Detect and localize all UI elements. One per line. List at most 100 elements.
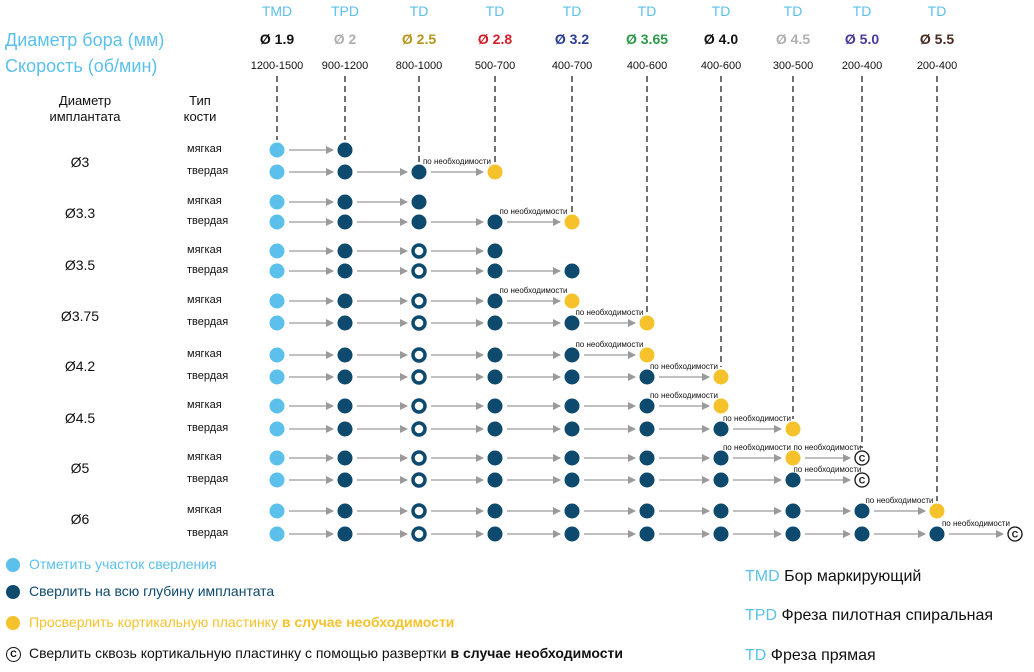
full-depth-dot <box>639 398 655 414</box>
mark-site-dot <box>269 526 285 542</box>
full-depth-dot <box>639 503 655 519</box>
cortical-optional-dot <box>564 214 580 230</box>
mark-site-dot <box>269 347 285 363</box>
bone-type-soft: мягкая <box>187 294 222 306</box>
abbreviation-desc: Фреза пилотная спиральная <box>781 607 994 624</box>
full-depth-dot <box>337 472 353 488</box>
abbreviation-desc: Фреза прямая <box>770 647 876 664</box>
legend-item: Сверлить сквозь кортикальную пластинку с… <box>29 645 623 661</box>
full-depth-dot <box>487 472 503 488</box>
drill-speed: 200-400 <box>841 60 883 72</box>
bone-type-hard: твердая <box>187 527 229 539</box>
full-depth-dot <box>337 293 353 309</box>
full-depth-dot <box>785 472 801 488</box>
bone-type-soft: мягкая <box>187 244 222 256</box>
full-depth-ring <box>411 472 427 488</box>
full-depth-dot <box>337 421 353 437</box>
mark-site-dot <box>269 194 285 210</box>
legend-item: Просверлить кортикальную пластинку в слу… <box>29 614 454 630</box>
drill-type-code: TD <box>711 3 731 19</box>
full-depth-dot <box>854 503 870 519</box>
full-depth-dot <box>564 315 580 331</box>
cortical-optional-dot <box>564 293 580 309</box>
full-depth-dot <box>487 398 503 414</box>
bone-type-soft: мягкая <box>187 195 222 207</box>
full-depth-dot <box>487 293 503 309</box>
drill-speed: 900-1200 <box>321 60 369 72</box>
dark-dot-icon <box>6 585 20 599</box>
drill-speed: 400-700 <box>551 60 593 72</box>
optional-note: по необходимости <box>793 465 862 474</box>
drill-speed: 300-500 <box>772 60 814 72</box>
abbreviation-item: TD Фреза прямая <box>745 647 876 665</box>
legend-item: Сверлить на всю глубину имплантата <box>29 583 274 599</box>
full-depth-dot <box>487 243 503 259</box>
full-depth-dot <box>337 142 353 158</box>
implant-diameter: Ø4.5 <box>64 410 96 426</box>
optional-note: по необходимости <box>575 340 644 349</box>
drill-type-code: TD <box>409 3 429 19</box>
drill-speed: 200-400 <box>916 60 958 72</box>
mark-site-dot <box>269 142 285 158</box>
bone-type-hard: твердая <box>187 264 229 276</box>
drill-type-code: TD <box>927 3 947 19</box>
full-depth-dot <box>337 347 353 363</box>
drill-speed: 1200-1500 <box>250 60 304 72</box>
legend-text: Отметить участок сверления <box>29 556 217 572</box>
full-depth-dot <box>337 164 353 180</box>
reamer-c-icon: C <box>854 472 870 488</box>
drill-diameter: Ø 5.5 <box>919 31 955 47</box>
full-depth-ring <box>411 450 427 466</box>
drill-speed: 400-600 <box>700 60 742 72</box>
mark-site-dot <box>269 293 285 309</box>
drill-diameter: Ø 4.5 <box>775 31 811 47</box>
drill-diameter-row-label: Диаметр бора (мм) <box>5 30 165 50</box>
full-depth-ring <box>411 315 427 331</box>
full-depth-dot <box>564 450 580 466</box>
optional-note: по необходимости <box>649 391 719 400</box>
legend-text: Сверлить на всю глубину имплантата <box>29 583 275 599</box>
implant-diameter: Ø5 <box>70 460 90 476</box>
full-depth-dot <box>854 526 870 542</box>
implant-diameter: Ø3.5 <box>64 257 96 273</box>
full-depth-dot <box>337 450 353 466</box>
full-depth-dot <box>487 315 503 331</box>
full-depth-dot <box>487 503 503 519</box>
bone-type-hard: твердая <box>187 316 229 328</box>
optional-note: по необходимости <box>722 414 792 423</box>
full-depth-dot <box>487 421 503 437</box>
svg-text:C: C <box>859 476 866 486</box>
full-depth-ring <box>411 293 427 309</box>
bone-type-soft: мягкая <box>187 348 222 360</box>
full-depth-dot <box>639 369 655 385</box>
full-depth-dot <box>785 503 801 519</box>
implant-diameter: Ø3.3 <box>64 205 96 221</box>
drill-type-code: TD <box>485 3 505 19</box>
full-depth-dot <box>713 503 729 519</box>
mark-site-dot <box>269 421 285 437</box>
abbreviation-code: TD <box>745 647 771 664</box>
full-depth-ring <box>411 503 427 519</box>
full-depth-ring <box>411 263 427 279</box>
legend-bold-text: в случае необходимости <box>450 645 624 661</box>
optional-note: по необходимости <box>793 443 862 452</box>
legend-item: Отметить участок сверления <box>29 556 217 572</box>
drill-type-code: TD <box>783 3 803 19</box>
full-depth-dot <box>639 421 655 437</box>
mark-site-dot <box>269 472 285 488</box>
optional-note: по необходимости <box>499 286 568 295</box>
drill-type-code: TD <box>852 3 872 19</box>
bone-type-hard: твердая <box>187 370 229 382</box>
cortical-optional-dot <box>713 369 729 385</box>
legend-text: Просверлить кортикальную пластинку <box>29 614 282 630</box>
drill-diameter: Ø 1.9 <box>259 31 295 47</box>
mark-site-dot <box>269 369 285 385</box>
full-depth-dot <box>713 526 729 542</box>
bone-type-header: Тип кости <box>183 93 217 124</box>
drill-speed: 400-600 <box>626 60 668 72</box>
full-depth-ring <box>411 398 427 414</box>
legend-bold-text: в случае необходимости <box>281 614 455 630</box>
full-depth-dot <box>713 472 729 488</box>
full-depth-dot <box>337 369 353 385</box>
